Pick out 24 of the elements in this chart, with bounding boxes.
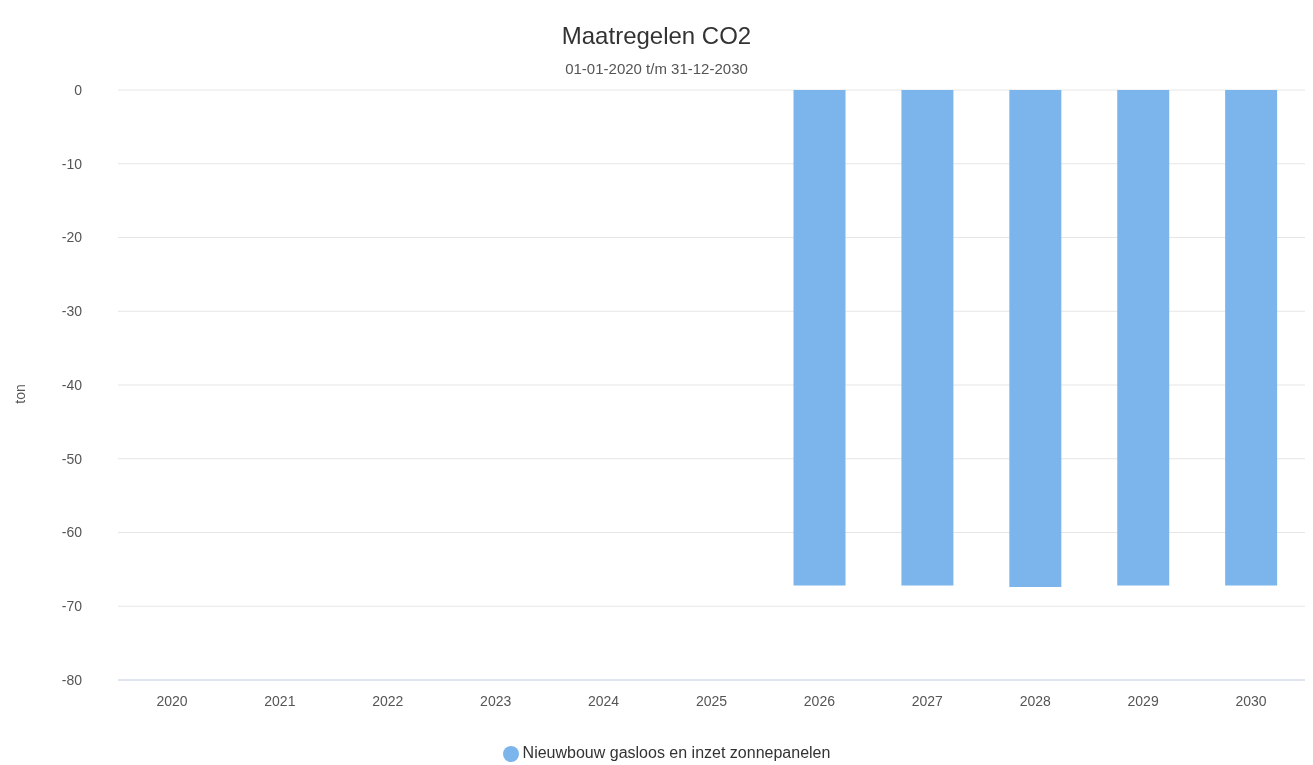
x-tick-label: 2030 [1235, 692, 1267, 709]
y-tick-label: -20 [61, 229, 83, 246]
y-tick-label: -60 [61, 524, 83, 541]
x-tick-label: 2029 [1127, 692, 1159, 709]
x-tick-label: 2022 [372, 692, 404, 709]
y-tick-label: -80 [61, 671, 83, 688]
chart-subtitle: 01-01-2020 t/m 31-12-2030 [564, 60, 749, 79]
x-tick-label: 2028 [1019, 692, 1052, 709]
x-tick-label: 2024 [588, 692, 620, 709]
y-axis-title: ton [12, 383, 28, 406]
x-tick-label: 2027 [911, 692, 944, 709]
y-tick-label: -40 [61, 376, 83, 393]
y-tick-label: -70 [61, 598, 83, 615]
chart-title: Maatregelen CO2 [560, 21, 753, 51]
y-tick-label: 0 [74, 81, 83, 98]
x-tick-label: 2025 [695, 692, 728, 709]
y-tick-label: -50 [61, 450, 83, 467]
legend-label: Nieuwbouw gasloos en inzet zonnepanelen [522, 744, 831, 761]
y-tick-label: -30 [61, 303, 83, 320]
x-tick-label: 2026 [803, 692, 836, 709]
x-tick-label: 2021 [264, 692, 296, 709]
x-tick-label: 2020 [156, 692, 188, 709]
y-tick-label: -10 [61, 155, 83, 172]
x-tick-label: 2023 [480, 692, 512, 709]
